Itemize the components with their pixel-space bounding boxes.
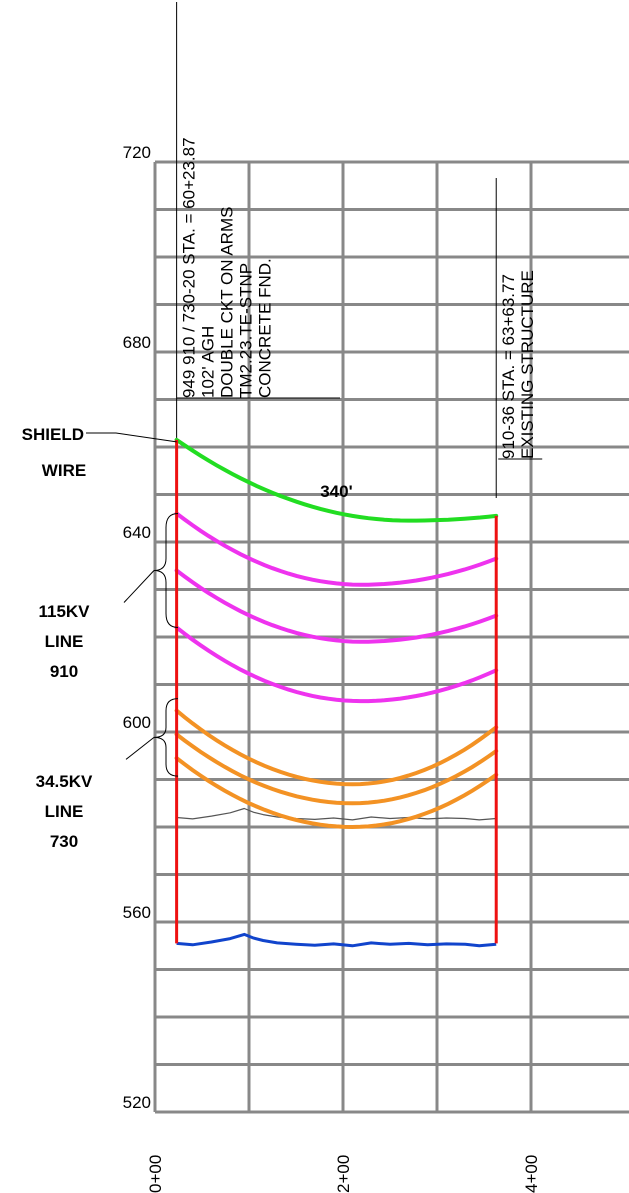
- clearance-line: [176, 807, 497, 821]
- structure-label-line: 910-36 STA. = 63+63.77: [499, 274, 518, 459]
- callout-bracket-115kv: [153, 513, 179, 628]
- x-tick-labels: 0+00 2+00 4+00: [146, 1155, 541, 1193]
- callouts: SHIELD WIRE 115KV LINE 910 34.5KV LINE 730: [22, 425, 179, 851]
- structure-label-line: CONCRETE FND.: [256, 258, 275, 398]
- structure-label-line: EXISTING STRUCTURE: [518, 270, 537, 459]
- callout-leader: [123, 570, 155, 603]
- callout-bracket-34kv: [153, 698, 179, 777]
- conductor-curve: [174, 437, 499, 523]
- conductor-curve: [174, 511, 499, 587]
- conductor-curves: [174, 437, 499, 830]
- y-tick-label: 720: [123, 143, 151, 162]
- structure-labels: 949 910 / 730-20 STA. = 60+23.87 102' AGH…: [176, 2, 543, 498]
- callout-leader: [125, 736, 155, 760]
- x-tick-label: 4+00: [522, 1155, 541, 1193]
- conductor-curve: [174, 732, 499, 806]
- callout-34kv-line: 730: [50, 832, 78, 851]
- y-tick-label: 600: [123, 713, 151, 732]
- callout-115kv-line: 115KV: [38, 602, 90, 621]
- structure-label-line: 949 910 / 730-20 STA. = 60+23.87: [180, 137, 199, 398]
- structure-label-line: 102' AGH: [199, 326, 218, 398]
- conductor-curve: [174, 708, 499, 787]
- callout-115kv-line: 910: [50, 662, 78, 681]
- conductor-curve: [174, 568, 499, 644]
- y-tick-label: 680: [123, 333, 151, 352]
- x-tick-label: 0+00: [146, 1155, 165, 1193]
- grid-lines: [153, 160, 629, 1114]
- y-tick-label: 560: [123, 903, 151, 922]
- callout-34kv-line: 34.5KV: [36, 772, 93, 791]
- y-tick-labels: 720 680 640 600 560 520: [123, 143, 151, 1112]
- ground-profile: [176, 932, 497, 948]
- x-tick-label: 2+00: [334, 1155, 353, 1193]
- clearance-profile: [176, 807, 497, 821]
- callout-leader: [86, 432, 177, 443]
- conductor-curve: [174, 756, 499, 830]
- poles: [175, 439, 498, 944]
- y-tick-label: 520: [123, 1093, 151, 1112]
- ground-line: [176, 932, 497, 948]
- span-label: 340': [320, 482, 352, 501]
- structure-label-line: DOUBLE CKT ON ARMS: [218, 207, 237, 398]
- structure-label-line: TM2.23.TE-STNP: [237, 263, 256, 398]
- conductor-curve: [174, 625, 499, 704]
- callout-shield-wire-line: WIRE: [42, 461, 86, 480]
- callout-115kv-line: LINE: [45, 632, 84, 651]
- y-tick-label: 640: [123, 523, 151, 542]
- callout-34kv-line: LINE: [45, 802, 84, 821]
- callout-shield-wire-line: SHIELD: [22, 425, 84, 444]
